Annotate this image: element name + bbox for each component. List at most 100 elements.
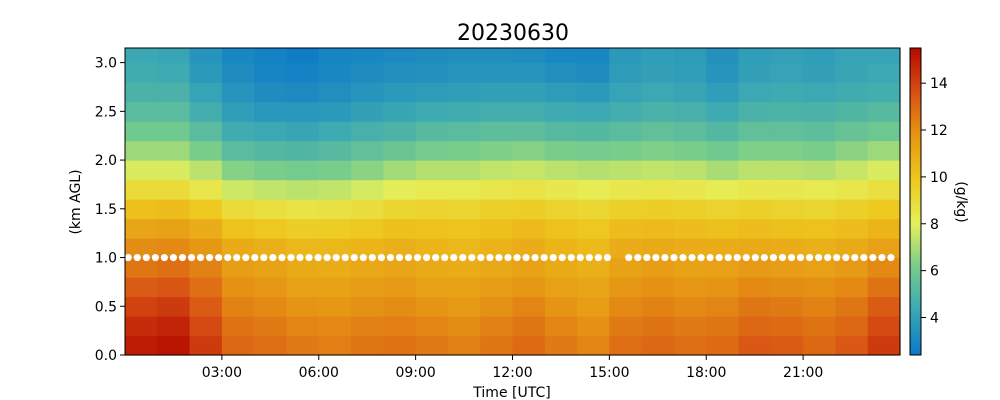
- heatmap-cell: [673, 335, 707, 356]
- heatmap-cell: [480, 140, 514, 161]
- heatmap-cell: [512, 316, 546, 337]
- marker-point: [751, 253, 759, 262]
- heatmap-cell: [447, 82, 481, 103]
- heatmap-cell: [415, 218, 449, 239]
- heatmap-cell: [351, 316, 384, 337]
- marker-point: [815, 253, 823, 262]
- heatmap-cell: [512, 160, 546, 181]
- heatmap-cell: [835, 48, 869, 64]
- heatmap-cell: [706, 62, 740, 83]
- heatmap-cell: [512, 121, 546, 142]
- heatmap-cell: [544, 101, 578, 122]
- heatmap-cell: [221, 160, 255, 181]
- heatmap-cell: [835, 238, 869, 259]
- marker-point: [350, 253, 358, 262]
- heatmap-cell: [738, 62, 772, 83]
- heatmap-cell: [835, 335, 869, 356]
- heatmap-cell: [577, 48, 610, 64]
- heatmap-cell: [157, 296, 191, 317]
- heatmap-cell: [770, 335, 804, 356]
- colorbar-tick-label: 8: [930, 217, 939, 233]
- heatmap-cell: [803, 179, 837, 200]
- heatmap-cell: [480, 257, 514, 278]
- heatmap-cell: [351, 238, 384, 259]
- heatmap-cell: [577, 277, 610, 298]
- heatmap-cell: [641, 101, 675, 122]
- heatmap-cell: [706, 48, 740, 64]
- heatmap-cell: [803, 257, 837, 278]
- heatmap-cell: [383, 82, 417, 103]
- heatmap-cell: [157, 121, 191, 142]
- heatmap-cell: [770, 296, 804, 317]
- heatmap-cell: [351, 179, 384, 200]
- heatmap-cell: [673, 199, 707, 220]
- marker-point: [742, 253, 750, 262]
- heatmap-cell: [738, 199, 772, 220]
- marker-point: [178, 253, 187, 262]
- heatmap-cell: [480, 62, 514, 83]
- marker-point: [359, 253, 367, 262]
- heatmap-cell: [351, 257, 384, 278]
- heatmap-cell: [609, 48, 643, 64]
- heatmap-cell: [189, 218, 223, 239]
- marker-point: [160, 253, 168, 262]
- heatmap-cell: [512, 335, 546, 356]
- x-tick-label: 15:00: [589, 365, 629, 381]
- heatmap-cell: [673, 218, 707, 239]
- marker-point: [233, 253, 241, 262]
- heatmap-cell: [318, 335, 352, 356]
- heatmap-cell: [609, 140, 643, 161]
- heatmap-cell: [577, 316, 610, 337]
- heatmap-cell: [770, 257, 804, 278]
- heatmap-cell: [803, 82, 837, 103]
- marker-point: [413, 253, 422, 262]
- marker-point: [432, 253, 440, 262]
- marker-point: [842, 253, 850, 262]
- heatmap-cell: [351, 277, 384, 298]
- heatmap-cell: [286, 335, 320, 356]
- marker-point: [196, 253, 205, 262]
- heatmap-cell: [415, 140, 449, 161]
- heatmap-cell: [803, 121, 837, 142]
- marker-point: [169, 253, 178, 262]
- heatmap-cell: [189, 179, 223, 200]
- heatmap-cell: [867, 140, 901, 161]
- marker-point: [887, 253, 895, 262]
- heatmap-cell: [835, 316, 869, 337]
- heatmap-cell: [577, 82, 610, 103]
- heatmap-cell: [641, 48, 675, 64]
- heatmap-cell: [673, 179, 707, 200]
- heatmap-cell: [867, 335, 901, 356]
- heatmap-cell: [867, 101, 901, 122]
- marker-point: [733, 253, 741, 262]
- heatmap-cell: [480, 277, 514, 298]
- heatmap-cell: [512, 296, 546, 317]
- heatmap-cell: [383, 199, 417, 220]
- heatmap-cell: [286, 257, 320, 278]
- heatmap-cell: [803, 160, 837, 181]
- heatmap-cell: [706, 160, 740, 181]
- heatmap-cell: [609, 238, 643, 259]
- heatmap-cell: [189, 121, 223, 142]
- marker-point: [688, 253, 696, 262]
- heatmap-cell: [609, 335, 643, 356]
- heatmap-cell: [770, 316, 804, 337]
- heatmap-cell: [254, 335, 288, 356]
- heatmap-cell: [415, 121, 449, 142]
- heatmap-cell: [415, 101, 449, 122]
- heatmap-cell: [770, 121, 804, 142]
- marker-point: [423, 253, 431, 262]
- heatmap-cell: [221, 48, 255, 64]
- x-tick-label: 21:00: [783, 365, 823, 381]
- heatmap-cell: [254, 62, 288, 83]
- heatmap-cell: [157, 160, 191, 181]
- heatmap-cell: [706, 218, 740, 239]
- marker-point: [133, 253, 141, 262]
- heatmap-cell: [706, 257, 740, 278]
- heatmap-cell: [125, 296, 158, 317]
- heatmap-cell: [867, 296, 901, 317]
- colorbar-ticks: 4 6 8 10 12 14: [921, 76, 948, 327]
- marker-point: [878, 253, 886, 262]
- heatmap-cell: [286, 160, 320, 181]
